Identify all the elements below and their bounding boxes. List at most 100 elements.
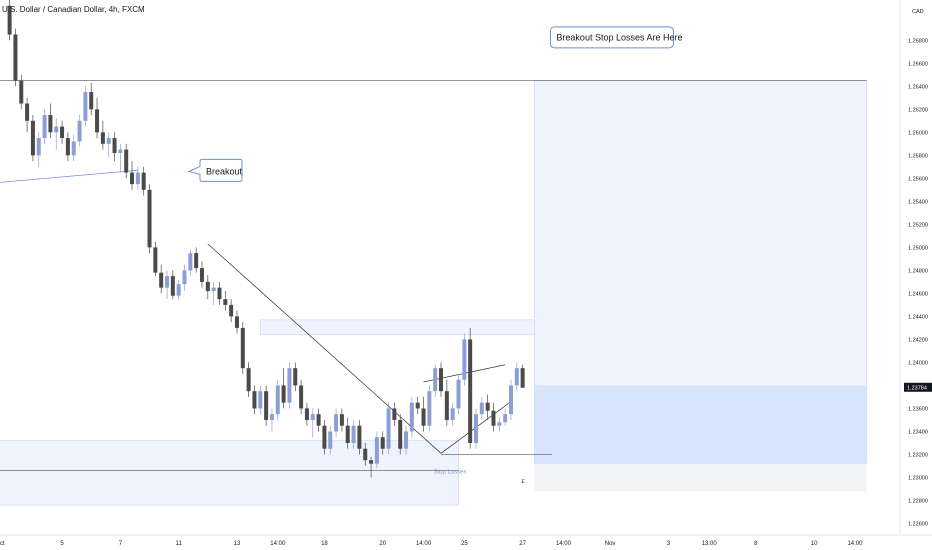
candle[interactable] (89, 92, 94, 110)
candle[interactable] (106, 138, 111, 144)
candle[interactable] (433, 368, 438, 392)
candle[interactable] (65, 138, 70, 156)
candle[interactable] (503, 414, 508, 423)
candle[interactable] (147, 189, 152, 248)
candle[interactable] (415, 402, 420, 409)
candle[interactable] (118, 149, 123, 154)
candle[interactable] (223, 299, 228, 305)
candle[interactable] (234, 316, 239, 328)
candle[interactable] (252, 391, 257, 409)
candle[interactable] (299, 385, 304, 409)
candle[interactable] (275, 385, 280, 415)
candle[interactable] (71, 141, 76, 156)
candle[interactable] (339, 414, 344, 426)
candle[interactable] (176, 284, 181, 296)
time-axis[interactable]: ct 5 7 11 13 14:00 18 20 14:00 25 27 14:00 Nov 3 13:00… (0, 541, 863, 547)
time-tick-label: 13:00 (702, 541, 718, 547)
candle[interactable] (439, 368, 444, 392)
candle[interactable] (345, 425, 350, 443)
candle[interactable] (130, 172, 135, 185)
candle[interactable] (281, 385, 286, 403)
candle[interactable] (153, 247, 158, 273)
candle[interactable] (427, 391, 432, 426)
candle[interactable] (19, 80, 24, 104)
candle[interactable] (357, 425, 362, 449)
candle[interactable] (159, 272, 164, 288)
candle[interactable] (421, 408, 426, 426)
candle[interactable] (269, 414, 274, 420)
candle[interactable] (351, 425, 356, 443)
price-tick-label: 1.22800 (908, 498, 928, 504)
candle[interactable] (229, 304, 234, 317)
candle[interactable] (194, 253, 199, 269)
candle[interactable] (310, 414, 315, 420)
candle[interactable] (444, 391, 449, 420)
candle[interactable] (304, 408, 309, 420)
price-tick-label: 1.26600 (908, 61, 928, 67)
candle[interactable] (165, 276, 170, 288)
candle[interactable] (205, 281, 210, 292)
candle[interactable] (170, 276, 175, 296)
candle[interactable] (386, 408, 391, 449)
candle[interactable] (474, 414, 478, 443)
candle[interactable] (60, 126, 65, 139)
candles-layer[interactable] (7, 0, 525, 478)
candle[interactable] (258, 391, 263, 409)
candle[interactable] (217, 287, 222, 300)
candle[interactable] (36, 138, 41, 156)
candle[interactable] (48, 115, 53, 133)
candle[interactable] (95, 109, 100, 133)
candle[interactable] (83, 92, 88, 121)
candle[interactable] (135, 172, 140, 185)
candle[interactable] (462, 339, 467, 380)
candle[interactable] (409, 402, 414, 432)
candle[interactable] (374, 437, 379, 464)
candle[interactable] (392, 408, 397, 420)
candle[interactable] (369, 460, 374, 464)
candle[interactable] (124, 149, 129, 173)
price-band (534, 385, 867, 464)
candle[interactable] (246, 368, 251, 392)
time-axis-bg (0, 535, 932, 550)
price-axis[interactable]: 1.26800 1.26600 1.26400 1.26200 1.26000 1.258… (904, 38, 932, 527)
candle[interactable] (293, 368, 298, 386)
candle[interactable] (287, 368, 292, 403)
candle[interactable] (334, 414, 339, 432)
price-tick-label: 1.24600 (908, 291, 928, 297)
candle[interactable] (497, 422, 502, 426)
candle[interactable] (468, 339, 473, 443)
candle[interactable] (54, 126, 59, 133)
candle[interactable] (77, 120, 82, 142)
candle[interactable] (240, 327, 245, 369)
candle[interactable] (141, 172, 146, 190)
price-tick-label: 1.26200 (908, 107, 928, 113)
candle[interactable] (398, 419, 403, 449)
candle[interactable] (42, 115, 47, 139)
candle[interactable] (264, 391, 269, 420)
candle[interactable] (363, 448, 368, 461)
candle[interactable] (456, 379, 461, 409)
candle[interactable] (7, 5, 12, 35)
candle[interactable] (100, 132, 105, 144)
candle[interactable] (328, 431, 333, 449)
candle[interactable] (322, 425, 327, 449)
candle[interactable] (479, 402, 484, 415)
candle[interactable] (199, 268, 204, 282)
candle[interactable] (491, 410, 496, 426)
candle[interactable] (450, 408, 455, 420)
candle[interactable] (188, 253, 193, 271)
candle[interactable] (316, 414, 321, 426)
candle[interactable] (520, 368, 525, 388)
candle[interactable] (13, 34, 18, 81)
candle[interactable] (380, 437, 385, 449)
candle[interactable] (30, 120, 35, 156)
candle[interactable] (514, 368, 519, 386)
candle[interactable] (211, 287, 216, 292)
candle[interactable] (182, 270, 187, 285)
candle[interactable] (112, 138, 117, 154)
candle[interactable] (508, 385, 513, 415)
candle[interactable] (485, 402, 490, 411)
candle[interactable] (404, 431, 409, 449)
candle[interactable] (25, 103, 30, 121)
